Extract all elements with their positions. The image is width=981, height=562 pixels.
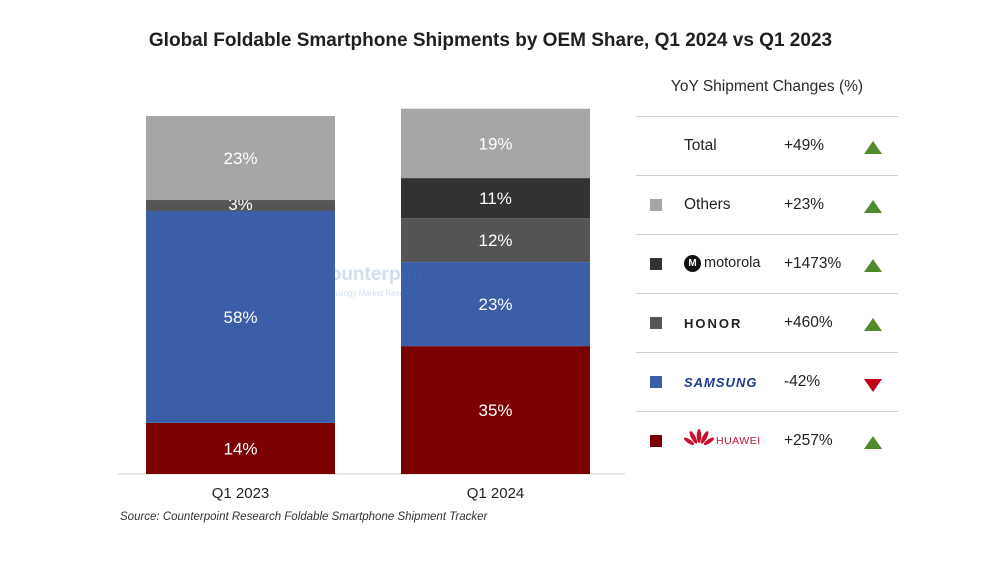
- up-arrow-icon: [864, 436, 882, 449]
- down-arrow-icon: [864, 379, 882, 392]
- yoy-row-others: Others +23%: [636, 175, 898, 234]
- bar-segment-samsung-0: [146, 210, 335, 423]
- up-arrow-icon: [864, 141, 882, 154]
- source-note: Source: Counterpoint Research Foldable S…: [120, 511, 488, 523]
- bar-segment-others-1: [401, 108, 590, 179]
- counterpoint-watermark: Counterpoint Technology Market Research: [272, 262, 472, 306]
- huawei-logo-icon: [684, 429, 714, 446]
- yoy-value-others: +23%: [784, 196, 825, 213]
- yoy-label-motorola: motorola: [704, 255, 761, 271]
- yoy-label-samsung: SAMSUNG: [684, 375, 758, 390]
- data-label-huawei-1: 35%: [478, 401, 512, 420]
- bar-segment-huawei-0: [146, 422, 335, 474]
- up-arrow-icon: [864, 318, 882, 331]
- category-label-0: Q1 2023: [212, 485, 270, 502]
- yoy-row-huawei: HUAWEI +257%: [636, 411, 898, 470]
- yoy-table: Total +49% Others +23% M motorola +1473%…: [636, 116, 898, 470]
- yoy-value-motorola: +1473%: [784, 255, 842, 272]
- yoy-header: YoY Shipment Changes (%): [670, 78, 864, 95]
- yoy-row-samsung: SAMSUNG -42%: [636, 352, 898, 411]
- bar-segment-huawei-1: [401, 346, 590, 474]
- huawei-swatch: [650, 435, 662, 447]
- motorola-logo-icon: M: [684, 255, 701, 272]
- yoy-label-honor: HONOR: [684, 316, 743, 331]
- honor-swatch: [650, 317, 662, 329]
- counterpoint-logo-icon: [276, 266, 304, 294]
- data-label-honor-1: 12%: [478, 231, 512, 250]
- bar-segment-honor-0: [146, 200, 335, 211]
- up-arrow-icon: [864, 259, 882, 272]
- up-arrow-icon: [864, 200, 882, 213]
- yoy-row-honor: HONOR +460%: [636, 293, 898, 352]
- data-label-others-0: 23%: [223, 149, 257, 168]
- bar-segment-motorola-1: [401, 178, 590, 219]
- yoy-label-total: Total: [684, 137, 717, 154]
- bar-segment-honor-1: [401, 218, 590, 263]
- others-swatch: [650, 199, 662, 211]
- motorola-swatch: [650, 258, 662, 270]
- yoy-row-motorola: M motorola +1473%: [636, 234, 898, 293]
- yoy-label-huawei: HUAWEI: [716, 435, 761, 447]
- data-label-others-1: 19%: [478, 134, 512, 153]
- category-label-1: Q1 2024: [467, 485, 525, 502]
- yoy-value-huawei: +257%: [784, 432, 833, 449]
- bar-segment-others-0: [146, 116, 335, 201]
- yoy-value-total: +49%: [784, 137, 825, 154]
- data-label-samsung-0: 58%: [223, 308, 257, 327]
- chart-title: Global Foldable Smartphone Shipments by …: [148, 30, 833, 51]
- bar-segment-samsung-1: [401, 262, 590, 347]
- yoy-row-total: Total +49%: [636, 116, 898, 175]
- watermark-tagline: Technology Market Research: [316, 289, 420, 298]
- yoy-value-samsung: -42%: [784, 373, 821, 390]
- yoy-label-others: Others: [684, 196, 731, 213]
- data-label-samsung-1: 23%: [478, 295, 512, 314]
- samsung-swatch: [650, 376, 662, 388]
- yoy-value-honor: +460%: [784, 314, 833, 331]
- data-label-huawei-0: 14%: [223, 439, 257, 458]
- data-label-motorola-1: 11%: [479, 189, 512, 208]
- watermark-name: Counterpoint: [316, 264, 436, 285]
